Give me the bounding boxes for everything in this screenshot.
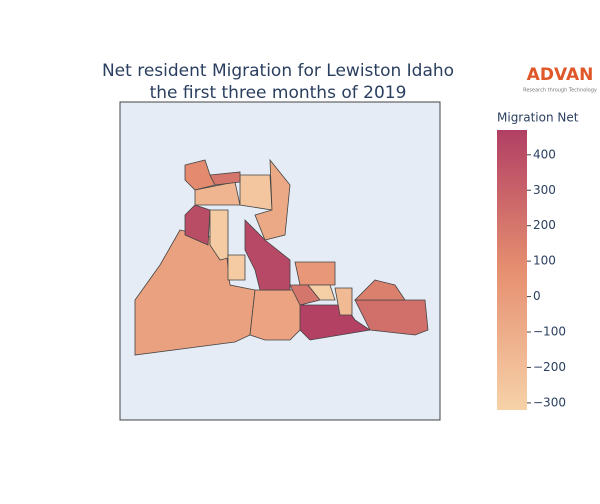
colorbar-tick-label: 100 [533,254,556,268]
colorbar-tick-label: 200 [533,218,556,232]
colorbar-tick-label: 0 [533,289,541,303]
region [307,284,336,301]
region [227,254,246,281]
region [209,171,241,186]
logo-tagline: Research through Technology [523,88,597,94]
colorbar-tick-label: 400 [533,147,556,161]
colorbar [497,130,527,410]
region [184,204,211,246]
colorbar-title: Migration Net [497,111,579,125]
colorbar-tick-label: 300 [533,183,556,197]
logo: ADVAN [527,65,594,85]
region [134,229,256,356]
region [354,279,406,301]
colorbar-tick-label: −200 [533,360,566,374]
region [294,261,336,286]
region [334,287,353,316]
colorbar-tick-label: −300 [533,395,566,409]
region [209,209,229,261]
region [354,299,429,336]
chart-subtitle: the first three months of 2019 [150,83,407,103]
region [244,219,291,291]
region [239,174,273,211]
region [254,158,291,241]
colorbar-tick-label: −100 [533,325,566,339]
chart-title: Net resident Migration for Lewiston Idah… [102,61,454,81]
